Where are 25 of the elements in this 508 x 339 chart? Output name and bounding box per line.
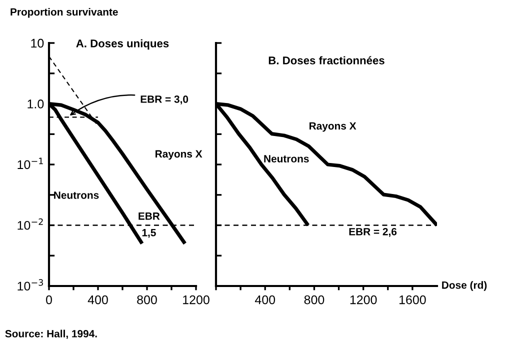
y-tick-label: 10 bbox=[31, 38, 44, 48]
annotation: EBR 1,5 bbox=[138, 212, 160, 238]
x-tick-label: 1600 bbox=[399, 295, 426, 304]
legend-label: Neutrons bbox=[54, 192, 99, 199]
y-tick-label: 10$^{−3}$ bbox=[18, 279, 43, 291]
chart-title: A. Doses uniques bbox=[76, 39, 169, 50]
text: B. Doses fractionnées bbox=[268, 56, 384, 64]
y-axis-title: Proportion survivante bbox=[10, 8, 118, 18]
x-tick-label: 800 bbox=[304, 295, 324, 304]
annotation: EBR = 2,6 bbox=[349, 228, 397, 237]
x-tick-label: 0 bbox=[46, 295, 52, 304]
x-axis-title: Dose (rd) bbox=[442, 281, 487, 291]
x-tick-label: 400 bbox=[88, 295, 108, 304]
y-tick-label: 10$^{−2}$ bbox=[18, 218, 43, 230]
x-tick-label: 800 bbox=[137, 295, 157, 304]
source-note: Source: Hall, 1994. bbox=[5, 330, 97, 339]
annotation: EBR = 3,0 bbox=[140, 96, 188, 104]
x-tick-label: 400 bbox=[254, 295, 276, 304]
y-tick-label: 10$^{−1}$ bbox=[18, 158, 43, 170]
y-tick-label: 1.0 bbox=[28, 100, 44, 108]
x-tick-label: 1200 bbox=[183, 295, 210, 304]
series-label: Rayons X bbox=[310, 122, 356, 132]
series-label: Neutrons bbox=[264, 155, 309, 162]
text: Rayons X bbox=[156, 150, 202, 160]
x-tick-label: 1200 bbox=[350, 295, 377, 304]
